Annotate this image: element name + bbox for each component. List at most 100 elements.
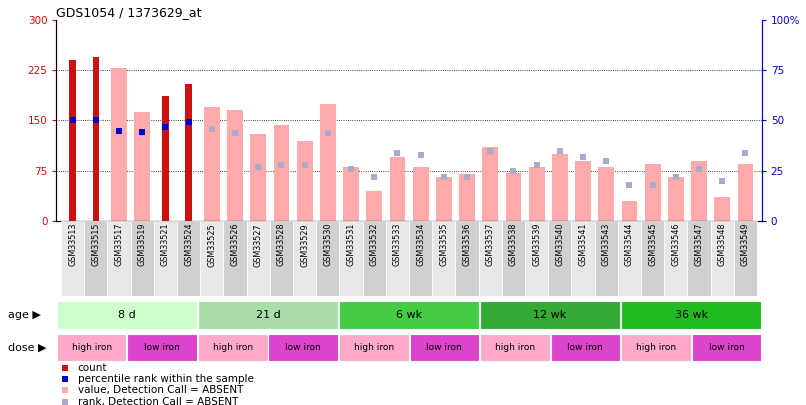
Bar (436, 177, 451, 221)
Bar (409, 334, 479, 361)
Text: GSM33539: GSM33539 (532, 223, 541, 266)
Bar (618, 221, 641, 296)
Bar (363, 221, 386, 296)
Bar (135, 113, 150, 221)
Text: GSM33537: GSM33537 (486, 223, 495, 266)
Text: 6 wk: 6 wk (396, 310, 422, 320)
Bar (107, 221, 131, 296)
Bar (386, 221, 409, 296)
Bar (343, 167, 359, 221)
Bar (268, 334, 338, 361)
Bar (621, 201, 638, 221)
Bar (668, 177, 683, 221)
Text: GSM33524: GSM33524 (184, 223, 193, 266)
Bar (552, 154, 567, 221)
Bar (57, 334, 127, 361)
Bar (480, 301, 620, 328)
Bar (692, 160, 707, 221)
Text: GSM33531: GSM33531 (347, 223, 355, 266)
Bar (621, 301, 761, 328)
Bar (185, 84, 192, 221)
Bar (339, 221, 363, 296)
Text: GSM33528: GSM33528 (277, 223, 286, 266)
Bar (692, 334, 761, 361)
Text: low iron: low iron (567, 343, 603, 352)
Bar (251, 134, 266, 221)
Text: high iron: high iron (636, 343, 676, 352)
Text: GSM33534: GSM33534 (416, 223, 425, 266)
Text: low iron: low iron (144, 343, 180, 352)
Text: GSM33529: GSM33529 (300, 223, 310, 266)
Bar (154, 221, 177, 296)
Text: GSM33533: GSM33533 (393, 223, 402, 266)
Bar (57, 301, 197, 328)
Bar (198, 301, 338, 328)
Bar (131, 221, 154, 296)
Bar (505, 173, 521, 221)
Bar (111, 68, 127, 221)
Bar (409, 221, 432, 296)
Text: GDS1054 / 1373629_at: GDS1054 / 1373629_at (56, 6, 202, 19)
Text: age ▶: age ▶ (8, 310, 41, 320)
Bar (502, 221, 525, 296)
Bar (571, 221, 595, 296)
Bar (204, 107, 220, 221)
Bar (293, 221, 316, 296)
Bar (127, 334, 197, 361)
Text: GSM33538: GSM33538 (509, 223, 518, 266)
Text: GSM33527: GSM33527 (254, 223, 263, 266)
Text: high iron: high iron (495, 343, 535, 352)
Bar (93, 57, 99, 221)
Bar (432, 221, 455, 296)
Text: GSM33536: GSM33536 (463, 223, 472, 266)
Text: GSM33532: GSM33532 (370, 223, 379, 266)
Bar (389, 157, 405, 221)
Text: value, Detection Call = ABSENT: value, Detection Call = ABSENT (77, 386, 243, 395)
Text: 21 d: 21 d (256, 310, 280, 320)
Text: GSM33548: GSM33548 (717, 223, 727, 266)
Bar (273, 125, 289, 221)
Bar (598, 167, 614, 221)
Bar (548, 221, 571, 296)
Bar (69, 60, 76, 221)
Bar (480, 334, 550, 361)
Text: GSM33544: GSM33544 (625, 223, 634, 266)
Text: dose ▶: dose ▶ (8, 342, 47, 352)
Text: low iron: low iron (285, 343, 321, 352)
Bar (297, 141, 313, 221)
Bar (339, 301, 479, 328)
Text: GSM33521: GSM33521 (161, 223, 170, 266)
Bar (645, 164, 661, 221)
Text: GSM33540: GSM33540 (555, 223, 564, 266)
Text: GSM33519: GSM33519 (138, 223, 147, 266)
Text: GSM33547: GSM33547 (695, 223, 704, 266)
Bar (459, 174, 475, 221)
Text: GSM33526: GSM33526 (231, 223, 239, 266)
Bar (664, 221, 688, 296)
Bar (482, 147, 498, 221)
Bar (455, 221, 479, 296)
Bar (367, 191, 382, 221)
Text: GSM33513: GSM33513 (69, 223, 77, 266)
Text: GSM33546: GSM33546 (671, 223, 680, 266)
Text: 12 wk: 12 wk (534, 310, 567, 320)
Text: rank, Detection Call = ABSENT: rank, Detection Call = ABSENT (77, 397, 238, 405)
Bar (339, 334, 409, 361)
Bar (711, 221, 733, 296)
Bar (641, 221, 664, 296)
Bar (525, 221, 548, 296)
Bar (413, 167, 429, 221)
Text: GSM33549: GSM33549 (741, 223, 750, 266)
Text: GSM33517: GSM33517 (114, 223, 123, 266)
Bar (714, 197, 730, 221)
Bar (270, 221, 293, 296)
Text: GSM33541: GSM33541 (579, 223, 588, 266)
Text: 8 d: 8 d (118, 310, 136, 320)
Text: percentile rank within the sample: percentile rank within the sample (77, 374, 254, 384)
Bar (85, 221, 107, 296)
Bar (316, 221, 339, 296)
Bar (198, 334, 268, 361)
Bar (595, 221, 618, 296)
Bar (621, 334, 691, 361)
Bar (177, 221, 200, 296)
